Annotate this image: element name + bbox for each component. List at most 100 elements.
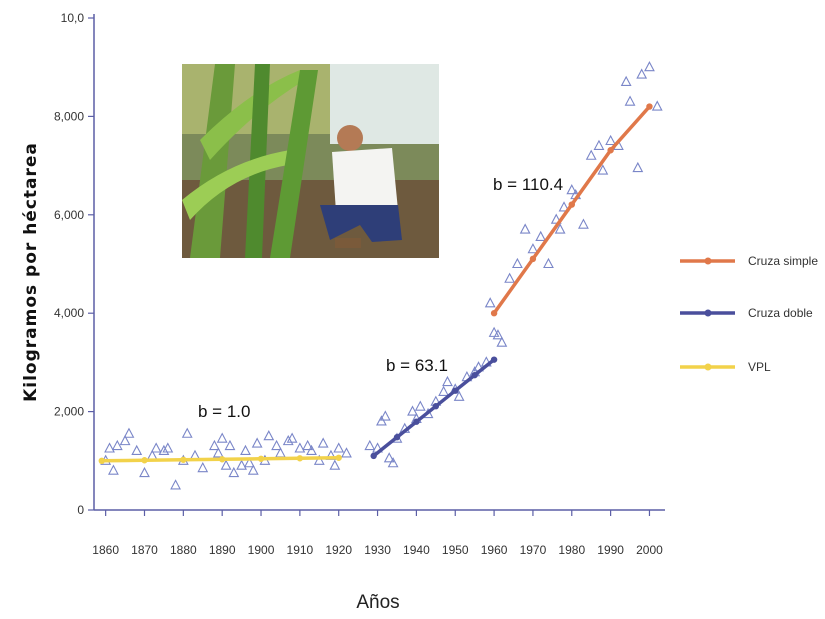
trend-marker [529,255,537,263]
observed-point [484,297,496,308]
observed-point [139,466,150,478]
x-tick-label: 1860 [92,543,119,557]
observed-point [379,410,391,421]
y-tick-label: 6,000 [54,208,84,222]
observed-point [247,464,259,475]
observed-point [550,213,562,224]
x-tick-label: 1990 [597,543,624,557]
observed-point [111,439,123,451]
observed-point [387,457,399,468]
y-tick-label: 10,0 [61,11,85,25]
observed-point [511,257,523,269]
observed-point [104,442,115,453]
trend-marker [607,147,614,154]
observed-point [414,400,426,411]
axes: 0 2,000 4,000 6,000 8,000 10,0 1860 1870 1880 189… [54,11,665,557]
observed-point [243,457,255,468]
observed-point [364,439,376,451]
observed-point [535,230,547,241]
observed-point [651,100,663,111]
x-tick-label: 1900 [248,543,275,557]
observed-point [636,68,648,79]
observed-point [597,164,609,175]
trend-line [492,104,652,315]
x-tick-label: 1960 [481,543,508,557]
x-tick-label: 1880 [170,543,197,557]
observed-point [263,430,275,441]
trend-lines: b = 110.4 b = 63.1 b = 1.0 [98,103,653,464]
x-tick-label: 1920 [325,543,352,557]
trend-marker [413,418,420,425]
observed-point [294,442,306,453]
y-tick-label: 8,000 [54,109,84,123]
x-tick-label: 1910 [287,543,314,557]
observed-point [108,464,119,475]
observed-point [317,437,329,448]
observed-point [442,375,453,387]
observed-point [496,336,508,347]
legend: Cruza simple Cruza doble VPL [680,254,818,374]
x-tick-label: 1930 [364,543,391,557]
x-axis-label: Años [356,592,399,613]
observed-point [251,437,263,448]
trend-marker [490,356,498,363]
observed-point [527,243,539,254]
observed-point [220,459,232,470]
observed-point [624,95,636,106]
observed-point [131,444,143,456]
x-tick-label: 1940 [403,543,430,557]
x-tick-label: 1970 [520,543,547,557]
observed-point [578,218,589,229]
trend-marker [471,371,478,379]
observed-point [181,427,193,438]
observed-point [119,434,131,446]
observed-point [543,257,554,269]
observed-point [224,439,236,451]
y-tick-label: 0 [77,503,84,517]
observed-point [286,432,298,443]
observed-point [488,326,500,337]
observed-point [162,442,174,453]
x-tick-label: 1950 [442,543,469,557]
observed-point [313,454,325,465]
observed-point [329,459,341,470]
observed-point [492,329,504,340]
y-tick-label: 2,000 [54,405,84,419]
observed-point [407,405,418,416]
observed-point [197,462,209,473]
trend-marker [646,103,653,110]
observed-point [228,466,240,478]
observed-point [504,272,516,283]
observed-point [593,139,605,150]
slope-annotation: b = 1.0 [198,402,250,421]
observed-point [341,447,352,458]
legend-swatch-marker [704,309,712,317]
observed-point [438,385,450,396]
trend-marker [141,457,148,464]
legend-swatch-marker [704,363,712,371]
observed-point [519,223,531,234]
observed-point [240,444,251,456]
trend-marker [218,456,226,463]
observed-point [216,432,228,443]
observed-point [554,223,566,234]
x-tick-label: 1870 [131,543,158,557]
slope-annotation: b = 110.4 [493,175,563,194]
y-tick-label: 4,000 [54,306,84,320]
observed-point [632,161,644,173]
observed-point [453,390,465,401]
observed-point [271,439,282,451]
x-tick-label: 1980 [558,543,585,557]
x-tick-label: 2000 [636,543,663,557]
trend-marker [98,457,105,464]
observed-point [333,442,345,453]
legend-swatch-marker [704,257,712,265]
observed-point [383,452,395,463]
observed-point [566,184,578,195]
observed-point [150,442,162,453]
y-axis-label: Kilogramos por héctarea [21,142,41,402]
observed-point [585,149,597,160]
observed-point [212,447,224,458]
observed-point [209,439,220,451]
